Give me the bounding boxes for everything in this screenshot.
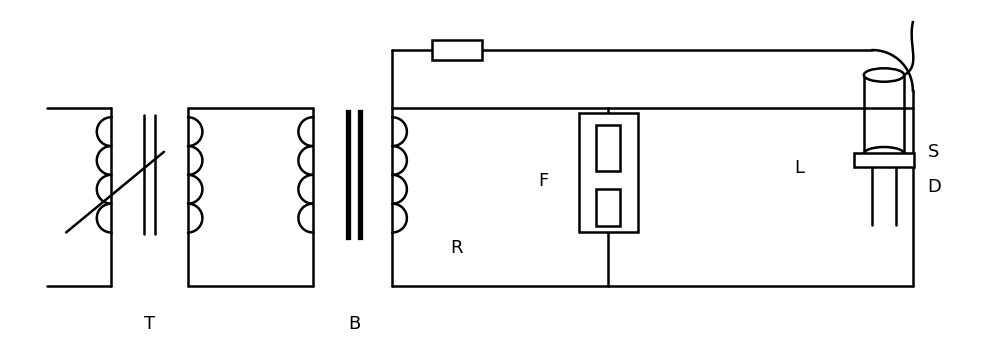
- Text: D: D: [927, 178, 941, 196]
- Bar: [854, 153, 914, 167]
- Text: R: R: [451, 239, 463, 257]
- Bar: [596, 189, 620, 226]
- Text: B: B: [348, 315, 360, 333]
- Text: L: L: [795, 159, 805, 177]
- Text: F: F: [538, 172, 548, 190]
- Text: S: S: [928, 143, 940, 161]
- Bar: [596, 125, 620, 171]
- Bar: [579, 114, 638, 233]
- Bar: [432, 40, 482, 60]
- Text: T: T: [144, 315, 155, 333]
- Ellipse shape: [864, 68, 904, 82]
- Ellipse shape: [864, 147, 904, 161]
